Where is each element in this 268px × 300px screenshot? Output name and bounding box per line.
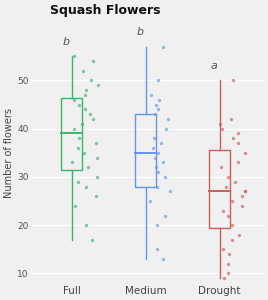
Point — [153, 155, 157, 160]
Point — [156, 107, 161, 112]
Point — [94, 141, 98, 146]
Point — [77, 102, 81, 107]
Point — [236, 160, 240, 165]
Point — [152, 136, 156, 141]
Point — [148, 199, 152, 203]
Point — [225, 271, 230, 276]
Point — [243, 189, 247, 194]
Point — [230, 199, 234, 203]
Point — [163, 175, 167, 179]
Point — [161, 160, 165, 165]
Point — [224, 184, 228, 189]
Point — [168, 189, 172, 194]
Point — [72, 97, 76, 102]
Bar — [135, 114, 156, 187]
Point — [95, 175, 99, 179]
Point — [155, 184, 159, 189]
Text: b: b — [136, 27, 143, 37]
Text: Squash Flowers: Squash Flowers — [50, 4, 160, 17]
Point — [159, 141, 163, 146]
Point — [80, 122, 84, 126]
Point — [90, 237, 94, 242]
Point — [161, 256, 165, 261]
Point — [76, 179, 80, 184]
Point — [83, 92, 87, 97]
Point — [164, 126, 168, 131]
Bar — [61, 98, 82, 170]
Point — [240, 203, 244, 208]
Point — [72, 54, 76, 59]
Point — [94, 194, 98, 199]
Point — [237, 232, 241, 237]
Point — [91, 117, 95, 122]
Point — [226, 213, 230, 218]
Point — [230, 237, 234, 242]
Point — [221, 208, 225, 213]
Point — [230, 223, 234, 228]
Point — [96, 83, 100, 88]
Point — [83, 107, 87, 112]
Point — [161, 44, 166, 49]
Point — [153, 165, 158, 170]
Point — [231, 78, 236, 83]
Point — [236, 141, 240, 146]
Point — [154, 102, 158, 107]
Point — [217, 122, 222, 126]
Point — [89, 78, 93, 83]
Point — [243, 189, 247, 194]
Point — [233, 179, 237, 184]
Point — [236, 131, 240, 136]
Y-axis label: Number of flowers: Number of flowers — [4, 108, 14, 198]
Point — [156, 150, 160, 155]
Point — [84, 88, 88, 92]
Point — [219, 165, 223, 170]
Point — [72, 126, 76, 131]
Point — [84, 223, 88, 228]
Point — [70, 160, 75, 165]
Point — [163, 213, 168, 218]
Point — [222, 276, 226, 280]
Point — [221, 247, 225, 252]
Text: b: b — [62, 37, 69, 46]
Point — [231, 136, 236, 141]
Point — [82, 150, 86, 155]
Point — [149, 92, 153, 97]
Point — [88, 112, 92, 117]
Point — [84, 184, 88, 189]
Point — [75, 146, 80, 150]
Point — [243, 150, 247, 155]
Point — [90, 59, 95, 64]
Point — [240, 194, 244, 199]
Text: a: a — [210, 61, 217, 71]
Bar — [209, 150, 230, 228]
Point — [166, 117, 170, 122]
Point — [86, 165, 90, 170]
Point — [151, 146, 155, 150]
Point — [226, 175, 230, 179]
Point — [155, 247, 159, 252]
Point — [226, 252, 231, 256]
Point — [220, 126, 224, 131]
Point — [77, 136, 82, 141]
Point — [156, 170, 160, 175]
Point — [228, 117, 233, 122]
Point — [153, 112, 158, 117]
Point — [94, 155, 99, 160]
Point — [81, 68, 86, 73]
Point — [156, 78, 160, 83]
Point — [73, 203, 77, 208]
Point — [157, 97, 161, 102]
Point — [155, 223, 159, 228]
Point — [226, 261, 230, 266]
